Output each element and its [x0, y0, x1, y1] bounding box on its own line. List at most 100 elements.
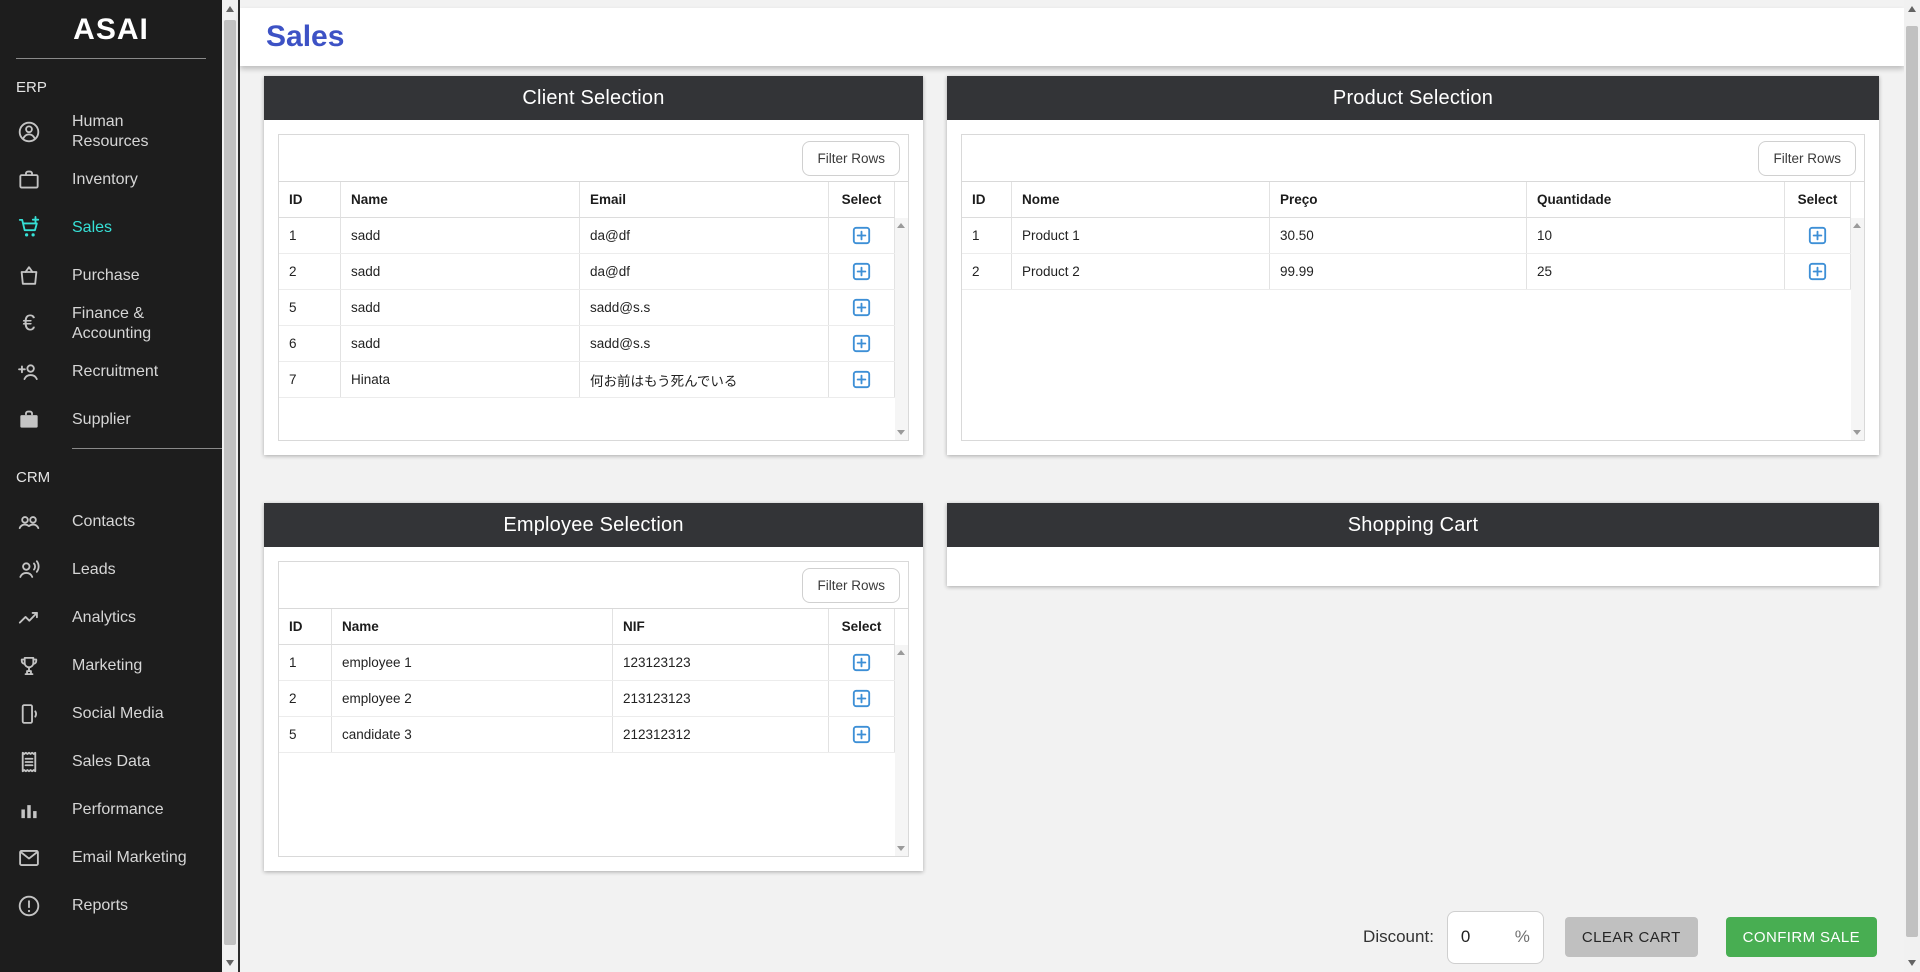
briefcase-filled-icon	[16, 407, 42, 433]
panel-title: Employee Selection	[503, 513, 684, 536]
select-cell	[829, 326, 895, 361]
scroll-down-icon[interactable]	[1908, 960, 1916, 966]
table-row: 1 sadd da@df	[279, 218, 895, 254]
sidebar-item-sales-data[interactable]: Sales Data	[0, 738, 222, 786]
select-cell	[829, 362, 895, 397]
column-header-id: ID	[962, 182, 1012, 218]
scroll-down-icon[interactable]	[897, 430, 905, 435]
scroll-down-icon[interactable]	[1853, 430, 1861, 435]
add-box-icon[interactable]	[851, 724, 872, 745]
table-cell: sadd@s.s	[580, 326, 829, 361]
select-cell	[829, 717, 895, 752]
table-row: 2 Product 2 99.99 25	[962, 254, 1851, 290]
add-box-icon[interactable]	[1807, 225, 1828, 246]
filter-rows-button[interactable]: Filter Rows	[802, 140, 900, 176]
sidebar-item-label: Analytics	[72, 609, 137, 626]
table-cell: employee 1	[332, 645, 613, 680]
filter-rows-button[interactable]: Filter Rows	[1758, 140, 1856, 176]
table-scrollbar[interactable]	[1851, 182, 1864, 440]
scroll-up-icon[interactable]	[226, 6, 234, 12]
scroll-up-icon[interactable]	[1853, 223, 1861, 228]
table-scrollbar[interactable]	[895, 609, 908, 856]
sidebar-item-human-resources[interactable]: Human Resources	[0, 108, 222, 156]
scroll-down-icon[interactable]	[226, 960, 234, 966]
column-header-select: Select	[1785, 182, 1851, 218]
add-box-icon[interactable]	[1807, 261, 1828, 282]
panel-title: Shopping Cart	[1347, 513, 1479, 536]
discount-label: Discount:	[1363, 927, 1434, 946]
svg-text:€: €	[23, 311, 36, 336]
table-scroll-track[interactable]	[1851, 218, 1864, 440]
add-box-icon[interactable]	[851, 688, 872, 709]
table-cell: 30.50	[1270, 218, 1527, 253]
scroll-up-icon[interactable]	[1908, 6, 1916, 12]
panel-header: Product Selection	[947, 76, 1879, 120]
add-box-icon[interactable]	[851, 225, 872, 246]
table-cell: employee 2	[332, 681, 613, 716]
discount-field[interactable]: %	[1446, 910, 1544, 964]
discount-input[interactable]	[1460, 927, 1501, 947]
column-header-email: Email	[580, 182, 829, 218]
filter-rows-button[interactable]: Filter Rows	[802, 567, 900, 603]
table-cell: candidate 3	[332, 717, 613, 752]
add-box-icon[interactable]	[851, 261, 872, 282]
sidebar-item-purchase[interactable]: Purchase	[0, 252, 222, 300]
sidebar-item-inventory[interactable]: Inventory	[0, 156, 222, 204]
sidebar-item-email-marketing[interactable]: Email Marketing	[0, 834, 222, 882]
table-cell: 2	[279, 681, 332, 716]
sidebar-item-label: Sales	[72, 219, 113, 236]
mail-icon	[16, 845, 42, 871]
sidebar-item-social-media[interactable]: Social Media	[0, 690, 222, 738]
sidebar-item-marketing[interactable]: Marketing	[0, 642, 222, 690]
sidebar-scrollbar-thumb[interactable]	[224, 20, 236, 945]
column-header-name: Name	[332, 609, 613, 645]
table-header-row: ID Name NIF Select	[279, 609, 895, 645]
column-header-nome: Nome	[1012, 182, 1270, 218]
sidebar-item-performance[interactable]: Performance	[0, 786, 222, 834]
column-header-nif: NIF	[613, 609, 829, 645]
table-scrollbar[interactable]	[895, 182, 908, 440]
sidebar-item-label: Recruitment	[72, 363, 159, 380]
sidebar-item-recruitment[interactable]: Recruitment	[0, 348, 222, 396]
spacer	[895, 182, 908, 218]
table-cell: 5	[279, 717, 332, 752]
table-scroll-track[interactable]	[895, 218, 908, 440]
scroll-down-icon[interactable]	[897, 846, 905, 851]
sidebar-item-supplier[interactable]: Supplier	[0, 396, 222, 444]
panel-title: Product Selection	[1332, 86, 1494, 109]
sidebar-item-label: Human Resources	[72, 113, 149, 150]
briefcase-icon	[16, 167, 42, 193]
table-scroll-track[interactable]	[895, 645, 908, 856]
table-row: 7 Hinata 何お前はもう死んでいる	[279, 362, 895, 398]
add-box-icon[interactable]	[851, 333, 872, 354]
page-scrollbar-thumb[interactable]	[1906, 26, 1918, 937]
voice-icon	[16, 557, 42, 583]
sidebar-item-label: Inventory	[72, 171, 138, 188]
table-cell: 99.99	[1270, 254, 1527, 289]
add-box-icon[interactable]	[851, 297, 872, 318]
scroll-up-icon[interactable]	[897, 223, 905, 228]
table-cell: 6	[279, 326, 341, 361]
panel-body: Filter Rows ID Name Email Select 1 sadd da@df 2…	[264, 120, 923, 455]
page-scrollbar[interactable]	[1904, 0, 1920, 972]
product-selection-panel: Product Selection Filter Rows ID Nome Preç…	[947, 76, 1879, 455]
sidebar-item-reports[interactable]: Reports	[0, 882, 222, 930]
add-box-icon[interactable]	[851, 369, 872, 390]
sidebar-scrollbar[interactable]	[222, 0, 238, 972]
sidebar-item-finance-accounting[interactable]: € Finance & Accounting	[0, 300, 222, 348]
sidebar-item-contacts[interactable]: Contacts	[0, 498, 222, 546]
table-row: 1 employee 1 123123123	[279, 645, 895, 681]
sidebar-item-sales[interactable]: Sales	[0, 204, 222, 252]
table-toolbar: Filter Rows	[962, 135, 1864, 181]
confirm-sale-button[interactable]: CONFIRM SALE	[1725, 917, 1877, 957]
sidebar-item-analytics[interactable]: Analytics	[0, 594, 222, 642]
scroll-up-icon[interactable]	[897, 650, 905, 655]
sidebar-item-leads[interactable]: Leads	[0, 546, 222, 594]
cart-empty-body	[947, 547, 1879, 586]
table-cell: 123123123	[613, 645, 829, 680]
clear-cart-button[interactable]: CLEAR CART	[1564, 917, 1698, 957]
client-table: ID Name Email Select 1 sadd da@df 2 sadd da@df 5 sa…	[279, 181, 908, 440]
add-box-icon[interactable]	[851, 652, 872, 673]
euro-icon: €	[16, 311, 42, 337]
column-header-quantidade: Quantidade	[1527, 182, 1785, 218]
